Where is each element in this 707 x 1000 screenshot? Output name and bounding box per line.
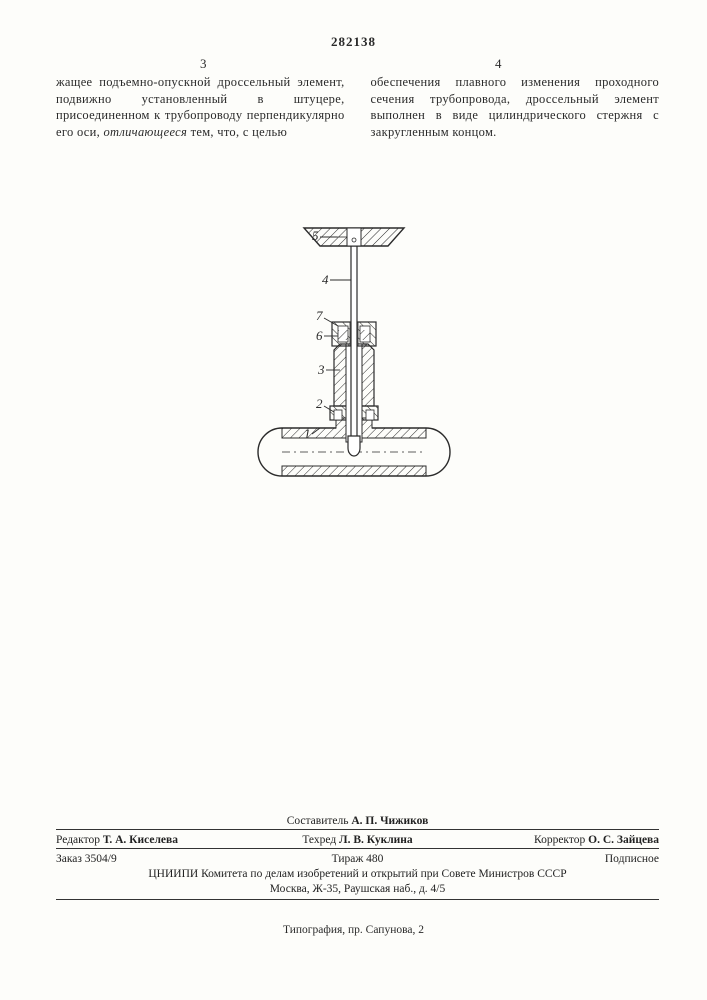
rule-1 (56, 829, 659, 830)
print-run: Тираж 480 (262, 853, 454, 865)
rule-3 (56, 899, 659, 900)
col-left-tail: тем, что, с целью (187, 125, 287, 139)
org-line-2: Москва, Ж-35, Раушская наб., д. 4/5 (56, 882, 659, 897)
column-left: жащее подъемно-опускной дроссельный элем… (56, 74, 345, 140)
callout-7: 7 (316, 308, 323, 323)
callout-1: 1 (304, 426, 311, 441)
valve-diagram: 5 4 7 6 3 2 1 (234, 180, 474, 490)
handwheel (304, 228, 404, 246)
tech-name: Л. В. Куклина (339, 834, 413, 846)
printing-house: Типография, пр. Сапунова, 2 (0, 924, 707, 936)
compiler-name: А. П. Чижиков (351, 815, 428, 827)
editor-label: Редактор (56, 834, 100, 846)
compiler-label: Составитель (287, 815, 349, 827)
figure-container: 5 4 7 6 3 2 1 (0, 180, 707, 490)
org-line-1: ЦНИИПИ Комитета по делам изобретений и о… (56, 867, 659, 882)
callout-labels: 5 4 7 6 3 2 1 (304, 228, 329, 441)
corr-label: Корректор (534, 834, 585, 846)
column-right: обеспечения плавного изменения проходног… (371, 74, 660, 140)
tech-label: Техред (302, 834, 336, 846)
subscription: Подписное (467, 853, 659, 865)
callout-2: 2 (316, 396, 323, 411)
col-num-left: 3 (200, 56, 207, 72)
callout-4: 4 (322, 272, 329, 287)
order-number: Заказ 3504/9 (56, 853, 248, 865)
doc-number: 282138 (0, 34, 707, 50)
imprint-block: Составитель А. П. Чижиков Редактор Т. А.… (56, 815, 659, 904)
callout-5: 5 (312, 228, 319, 243)
callout-3: 3 (317, 362, 325, 377)
rule-2 (56, 848, 659, 849)
col-right-text: обеспечения плавного изменения проходног… (371, 75, 660, 139)
corr-name: О. С. Зайцева (588, 834, 659, 846)
body-columns: жащее подъемно-опускной дроссельный элем… (56, 74, 659, 140)
col-left-italic: отличающееся (104, 125, 188, 139)
callout-6: 6 (316, 328, 323, 343)
col-num-right: 4 (495, 56, 502, 72)
editor-name: Т. А. Киселева (103, 834, 178, 846)
